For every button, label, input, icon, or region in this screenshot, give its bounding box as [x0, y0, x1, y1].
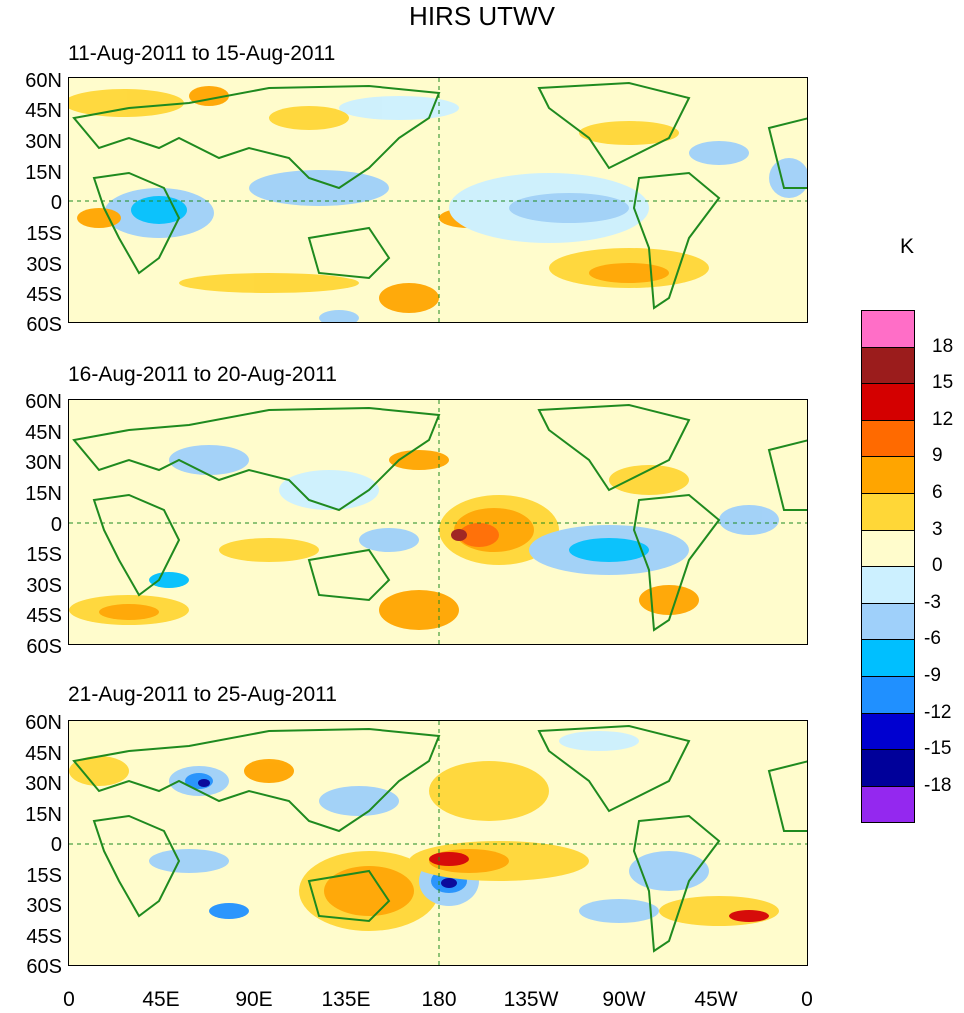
- colorbar-swatch: [861, 639, 915, 677]
- lat-label: 30S: [26, 254, 62, 276]
- colorbar-swatch: [861, 529, 915, 568]
- lat-label: 60N: [25, 712, 62, 734]
- colorbar-unit: K: [900, 235, 915, 258]
- lon-label: 0: [63, 988, 75, 1011]
- map-panel-2: [68, 399, 808, 645]
- panel-3-title: 21-Aug-2011 to 25-Aug-2011: [68, 683, 337, 706]
- lon-label: 90W: [602, 988, 646, 1011]
- colorbar-swatch: [861, 749, 915, 787]
- lat-label: 60N: [25, 70, 62, 92]
- colorbar-tick-label: -12: [924, 701, 952, 723]
- colorbar-tick-label: 0: [932, 555, 943, 577]
- coastlines: [72, 81, 807, 310]
- map-panel-1: [68, 77, 808, 323]
- colorbar-swatch: [861, 346, 915, 385]
- map-panel-3: [68, 720, 808, 966]
- colorbar-tick-label: 3: [932, 518, 943, 540]
- anomaly-field: [69, 445, 779, 630]
- lon-label: 135W: [503, 988, 559, 1011]
- colorbar-tick-label: -3: [924, 591, 941, 613]
- lat-label: 15N: [25, 483, 62, 505]
- colorbar-swatch: [861, 602, 915, 641]
- lat-label: 30N: [25, 773, 62, 795]
- colorbar-tick-label: 18: [932, 335, 954, 357]
- lat-label: 45S: [26, 926, 62, 948]
- colorbar-tick-label: -6: [924, 628, 941, 650]
- lat-label: 15N: [25, 162, 62, 184]
- colorbar-swatch: [861, 419, 915, 458]
- lon-label: 90E: [235, 988, 273, 1011]
- lat-label: 15S: [26, 865, 62, 887]
- colorbar-tick-label: 12: [932, 408, 954, 430]
- panel-2-title: 16-Aug-2011 to 20-Aug-2011: [68, 363, 337, 386]
- lat-label: 45N: [25, 743, 62, 765]
- lon-label: 45E: [142, 988, 180, 1011]
- colorbar-swatch: [861, 383, 915, 421]
- panel-1-title: 11-Aug-2011 to 15-Aug-2011: [68, 42, 336, 65]
- colorbar-swatch: [861, 676, 915, 714]
- colorbar-tick-label: 6: [932, 482, 943, 503]
- lat-label: 60S: [26, 314, 62, 336]
- lat-label: 0: [50, 192, 62, 214]
- lat-label: 60N: [25, 391, 62, 413]
- coastlines: [72, 724, 807, 953]
- coastlines: [72, 403, 807, 632]
- lat-label: 15S: [26, 223, 62, 245]
- anomaly-field: [69, 731, 779, 931]
- lat-label: 45S: [26, 284, 62, 306]
- lat-label: 45N: [25, 422, 62, 444]
- lat-label: 45S: [26, 605, 62, 627]
- colorbar-tick-label: -18: [924, 774, 952, 796]
- colorbar-swatch: [861, 493, 915, 531]
- lat-label: 15S: [26, 544, 62, 566]
- lat-label: 30N: [25, 452, 62, 474]
- lat-label: 30N: [25, 131, 62, 153]
- lat-label: 30S: [26, 895, 62, 917]
- lat-label: 0: [50, 514, 62, 536]
- colorbar-tick-label: 9: [932, 445, 943, 467]
- lon-label: 45W: [694, 988, 738, 1011]
- lon-label: 0: [801, 988, 813, 1011]
- colorbar-swatch: [861, 456, 915, 494]
- lat-label: 0: [50, 834, 62, 856]
- colorbar-swatch: [861, 712, 915, 751]
- lon-label: 135E: [321, 988, 371, 1011]
- lon-label: 180: [421, 988, 457, 1011]
- lat-label: 15N: [25, 804, 62, 826]
- lat-label: 60S: [26, 956, 62, 978]
- lat-label: 60S: [26, 636, 62, 658]
- colorbar-swatch: [861, 566, 915, 604]
- lat-label: 45N: [25, 100, 62, 122]
- colorbar-tick-label: 15: [932, 372, 954, 394]
- colorbar-tick-label: -9: [924, 665, 941, 686]
- lat-label: 30S: [26, 575, 62, 597]
- colorbar-swatch: [861, 310, 915, 348]
- colorbar-tick-label: -15: [924, 738, 952, 760]
- figure-title: HIRS UTWV: [409, 1, 555, 31]
- colorbar-swatch: [861, 785, 915, 824]
